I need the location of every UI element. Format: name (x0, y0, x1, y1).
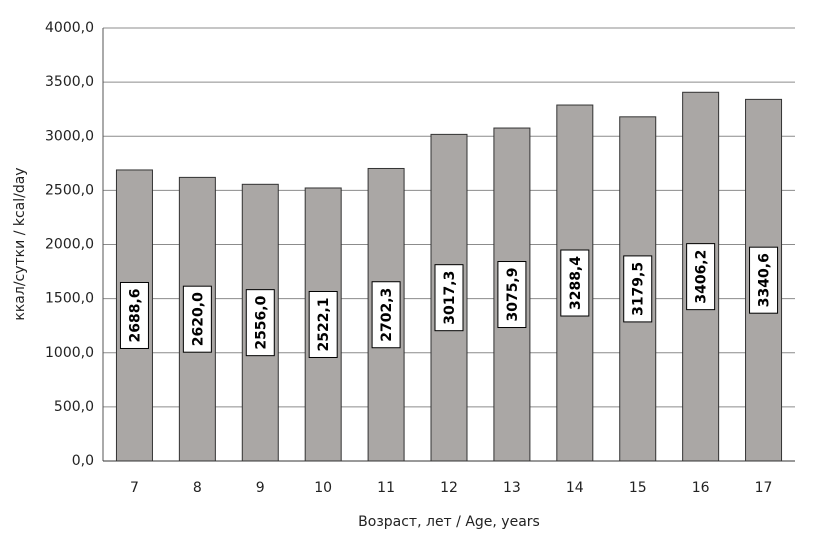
x-tick-label: 10 (314, 480, 332, 496)
x-tick-label: 16 (692, 480, 710, 496)
x-tick-label: 14 (566, 480, 584, 496)
value-label: 3406,2 (694, 250, 710, 304)
value-label: 2702,3 (379, 288, 395, 342)
value-label-box (497, 261, 527, 329)
y-axis-label: ккал/сутки / kcal/day (12, 167, 28, 320)
value-label-box (686, 243, 716, 311)
value-label-box (308, 290, 338, 358)
x-tick-label: 15 (629, 480, 647, 496)
value-label-box (182, 285, 212, 353)
value-label: 3017,3 (442, 271, 458, 325)
y-tick-label: 0,0 (72, 453, 94, 469)
value-label: 3075,9 (505, 268, 521, 322)
value-label: 2688,6 (127, 288, 143, 342)
value-label-box (623, 255, 653, 323)
x-tick-label: 8 (193, 480, 202, 496)
y-tick-label: 2500,0 (45, 182, 94, 198)
x-tick-label: 7 (130, 480, 139, 496)
x-tick-label: 13 (503, 480, 521, 496)
value-label: 3288,4 (568, 256, 584, 310)
y-tick-label: 3000,0 (45, 128, 94, 144)
value-label: 3340,6 (757, 253, 773, 307)
x-tick-label: 9 (256, 480, 265, 496)
x-tick-label: 11 (377, 480, 395, 496)
x-tick-label: 12 (440, 480, 458, 496)
value-label-box (245, 289, 275, 357)
value-label-box (371, 281, 401, 349)
y-tick-label: 3500,0 (45, 74, 94, 90)
value-label: 2522,1 (316, 297, 332, 351)
x-tick-label: 17 (755, 480, 773, 496)
x-axis-label: Возраст, лет / Age, years (358, 514, 540, 530)
value-label: 3179,5 (631, 262, 647, 316)
y-tick-label: 1500,0 (45, 291, 94, 307)
value-label: 2556,0 (253, 295, 269, 349)
y-tick-label: 4000,0 (45, 20, 94, 36)
y-tick-label: 1000,0 (45, 345, 94, 361)
y-tick-label: 500,0 (54, 399, 94, 415)
value-label-box (749, 246, 779, 314)
y-tick-label: 2000,0 (45, 237, 94, 253)
value-label-box (560, 249, 590, 317)
value-label: 2620,0 (190, 292, 206, 346)
value-label-box (434, 264, 464, 332)
value-label-box (119, 281, 149, 349)
